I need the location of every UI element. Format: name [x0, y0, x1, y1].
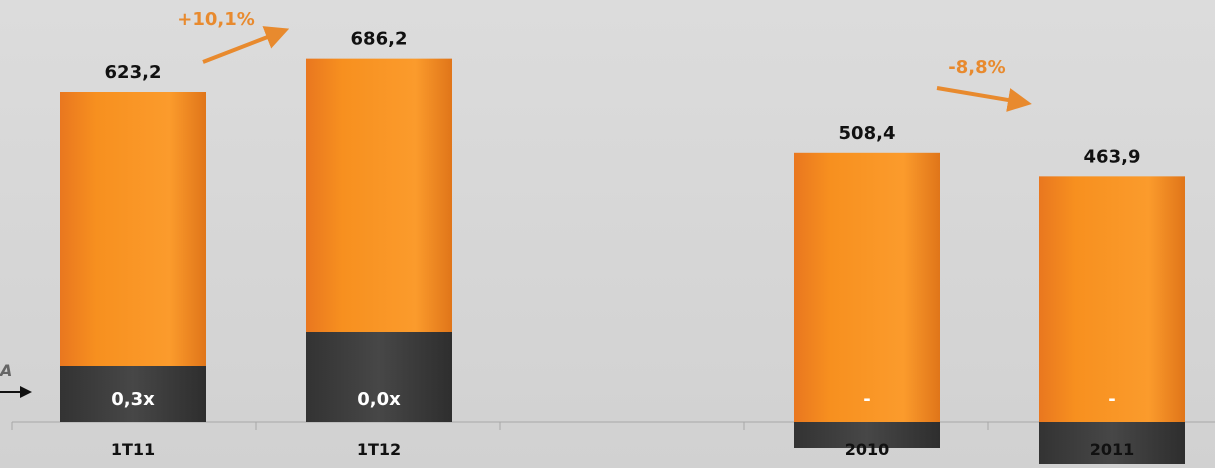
axis-marker-arrow [0, 386, 32, 398]
ratio-label-1T11: 0,3x [111, 389, 155, 410]
bar-base-1T11 [60, 366, 206, 422]
total-label-1T11: 623,2 [105, 62, 162, 83]
growth-label-1t: +10,1% [177, 9, 255, 30]
bar-1T12 [306, 58, 452, 332]
category-label-2011: 2011 [1090, 440, 1135, 459]
bar-base-2011 [1039, 422, 1185, 464]
ratio-label-1T12: 0,0x [357, 389, 401, 410]
total-label-2011: 463,9 [1084, 146, 1141, 167]
bar-base-1T12 [306, 332, 452, 422]
total-label-2010: 508,4 [839, 123, 896, 144]
bars-group [60, 58, 1185, 464]
bar-1T11 [60, 92, 206, 366]
ratio-label-2011: - [1108, 389, 1115, 410]
x-axis-ticks [11, 422, 989, 430]
bar-2011 [1039, 176, 1185, 422]
category-label-2010: 2010 [845, 440, 890, 459]
ratio-label-2010: - [863, 389, 870, 410]
growth-arrow-up [202, 26, 290, 64]
labels-group: 623,2 0,3x 1T11 686,2 0,0x 1T12 508,4 - 2010 463,… [105, 29, 1141, 459]
bar-base-2010 [794, 422, 940, 448]
growth-arrow-down [936, 86, 1032, 112]
total-label-1T12: 686,2 [351, 29, 408, 50]
growth-label-annual: -8,8% [948, 57, 1005, 78]
axis-marker-label: A [0, 361, 12, 380]
bar-2010 [794, 152, 940, 422]
category-label-1T11: 1T11 [111, 440, 155, 459]
category-label-1T12: 1T12 [357, 440, 401, 459]
